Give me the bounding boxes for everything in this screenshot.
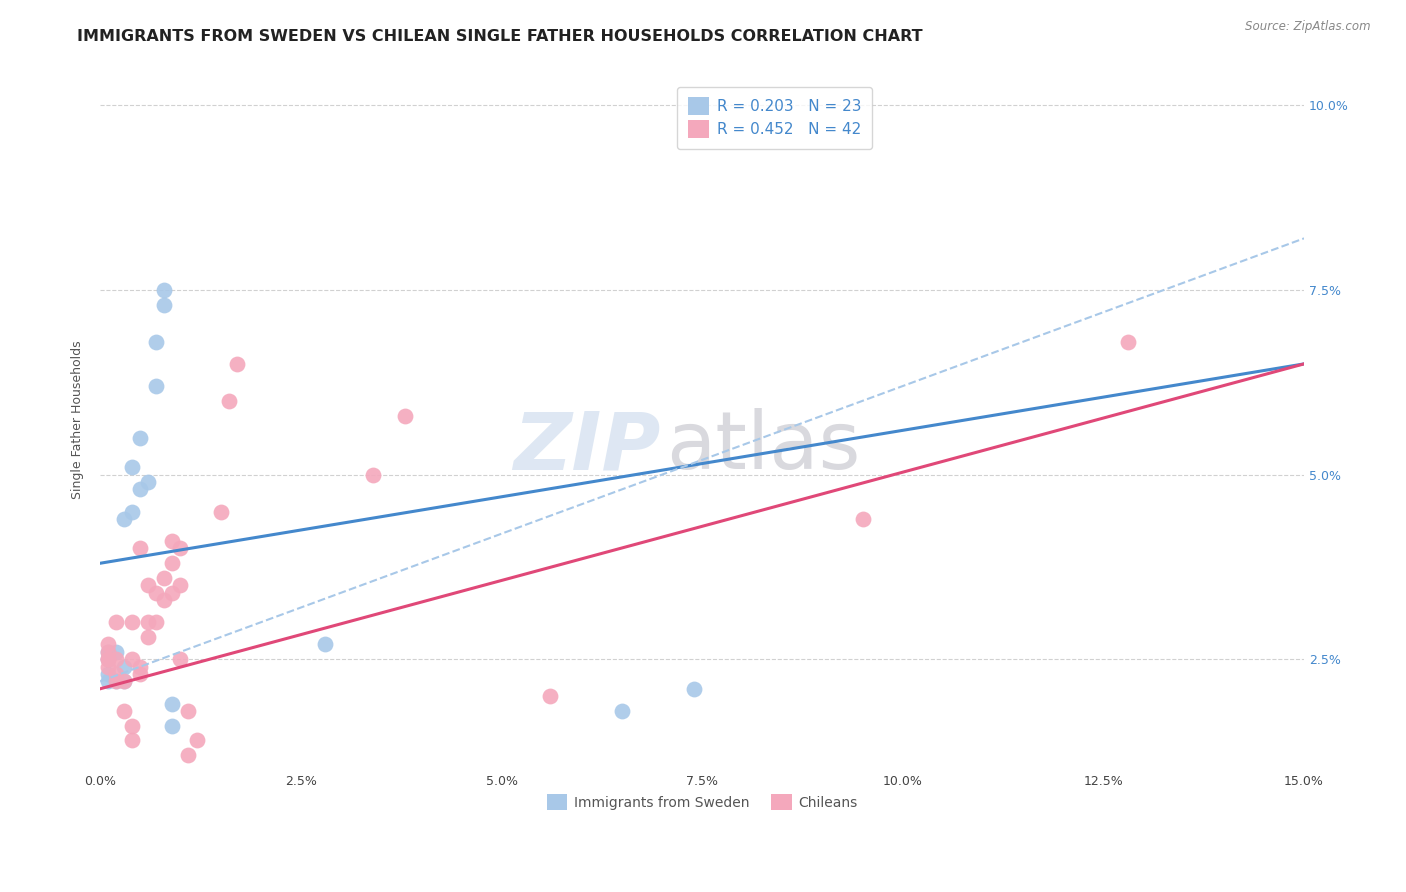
Point [218,393,240,408]
Point [129,431,152,445]
Point [177,704,200,718]
Point [112,674,135,689]
Point [112,512,135,526]
Text: ZIP: ZIP [513,409,659,486]
Point [105,667,128,681]
Point [361,467,384,482]
Point [209,504,232,518]
Point [153,283,176,297]
Point [186,733,208,747]
Text: Source: ZipAtlas.com: Source: ZipAtlas.com [1246,20,1371,33]
Point [121,719,143,733]
Point [121,733,143,747]
Point [1116,334,1139,349]
Point [314,637,336,651]
Point [105,615,128,630]
Point [105,645,128,659]
Point [97,667,120,681]
Point [162,697,184,711]
Point [129,541,152,556]
Point [138,578,160,592]
Point [97,659,120,673]
Point [138,630,160,644]
Point [112,704,135,718]
Point [138,615,160,630]
Point [105,674,128,689]
Point [97,645,120,659]
Point [153,298,176,312]
Point [97,652,120,666]
Point [121,460,143,475]
Point [145,586,167,600]
Point [145,334,167,349]
Point [112,659,135,673]
Point [169,541,191,556]
Point [177,748,200,763]
Point [97,637,120,651]
Point [225,357,247,371]
Point [169,652,191,666]
Point [121,615,143,630]
Point [683,681,706,696]
Point [138,475,160,489]
Point [97,652,120,666]
Point [97,674,120,689]
Y-axis label: Single Father Households: Single Father Households [72,340,84,499]
Point [162,534,184,549]
Point [129,667,152,681]
Point [610,704,633,718]
Point [145,615,167,630]
Point [394,409,416,423]
Point [153,593,176,607]
Point [162,556,184,570]
Point [162,719,184,733]
Text: IMMIGRANTS FROM SWEDEN VS CHILEAN SINGLE FATHER HOUSEHOLDS CORRELATION CHART: IMMIGRANTS FROM SWEDEN VS CHILEAN SINGLE… [77,29,922,44]
Point [153,571,176,585]
Point [538,689,561,703]
Point [105,652,128,666]
Point [105,674,128,689]
Point [121,652,143,666]
Point [112,674,135,689]
Point [97,652,120,666]
Legend: Immigrants from Sweden, Chileans: Immigrants from Sweden, Chileans [541,789,863,815]
Point [162,586,184,600]
Point [145,379,167,393]
Point [169,578,191,592]
Point [129,659,152,673]
Point [129,483,152,497]
Point [97,645,120,659]
Point [121,504,143,518]
Text: atlas: atlas [666,409,860,486]
Point [852,512,875,526]
